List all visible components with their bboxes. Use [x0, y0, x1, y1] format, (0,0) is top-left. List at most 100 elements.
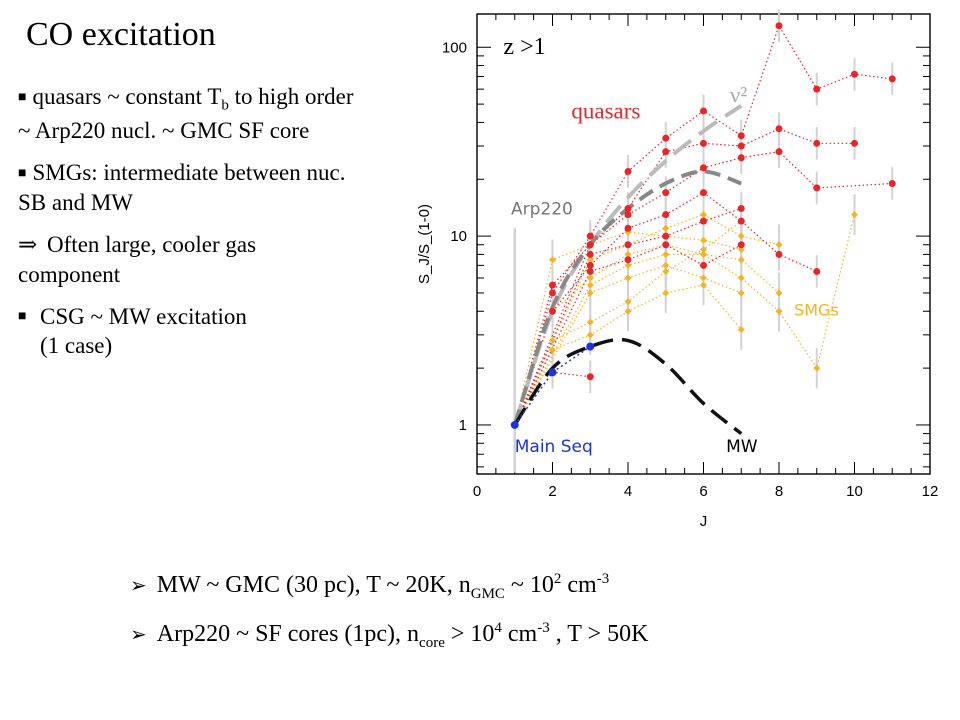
- smg-point: [586, 281, 594, 289]
- nu-squared-label: ν²: [730, 82, 747, 107]
- note-arp220-sup1: 4: [494, 619, 502, 636]
- quasar-point: [549, 289, 556, 297]
- main-seq-line: [514, 345, 591, 426]
- quasar-point: [737, 205, 745, 213]
- smg-point: [700, 274, 707, 282]
- quasar-point: [624, 211, 632, 219]
- note-arp220-post: , T > 50K: [549, 620, 649, 647]
- square-bullet-icon: ■: [18, 308, 27, 324]
- smgs-label: SMGs: [794, 300, 839, 319]
- smg-point: [700, 245, 707, 253]
- bullet-quasars-sub: b: [221, 97, 229, 114]
- note-mw-mid: ~ 10: [504, 572, 554, 598]
- quasar-point: [700, 189, 707, 197]
- smg-point: [775, 307, 783, 315]
- main-seq-point: [586, 342, 595, 351]
- quasar-point: [775, 250, 783, 258]
- quasar-series-line: [514, 244, 742, 426]
- quasar-point: [586, 232, 594, 240]
- note-arp220-mid2: cm: [501, 620, 538, 647]
- smg-point: [700, 281, 707, 289]
- quasars-label: quasars: [571, 98, 640, 123]
- quasar-point: [662, 189, 670, 197]
- note-mw-sup2: -3: [596, 571, 610, 587]
- bullet-implication-text: Often large, cooler gas component: [18, 231, 257, 287]
- smg-point: [662, 250, 670, 258]
- quasar-point: [624, 256, 632, 264]
- y-axis-label: S_J/S_(1-0): [416, 204, 433, 284]
- smg-point: [737, 326, 745, 334]
- x-tick-label: 2: [548, 483, 556, 500]
- bullet-csg-line2: (1 case): [40, 333, 113, 359]
- main-seq-point: [548, 368, 557, 377]
- note-arp220: ➢ Arp220 ~ SF cores (1pc), ncore > 104 cm…: [130, 619, 648, 652]
- y-tick-label: 1: [459, 417, 467, 434]
- smg-point: [737, 274, 745, 282]
- smg-point: [662, 267, 670, 275]
- smg-point: [624, 250, 632, 258]
- quasar-point: [624, 224, 632, 232]
- square-bullet-icon: ■: [18, 90, 27, 105]
- bullet-quasars: ■ quasars ~ constant Tb to high order ~ A…: [18, 82, 363, 146]
- note-mw-mid2: cm: [561, 572, 597, 598]
- arrowhead-bullet-icon: ➢: [130, 623, 147, 646]
- smg-point: [813, 364, 821, 372]
- quasar-point: [662, 241, 670, 249]
- quasar-point: [586, 373, 594, 381]
- quasar-point: [700, 164, 707, 172]
- quasar-point: [737, 241, 745, 249]
- smg-point: [737, 289, 745, 297]
- mw-label: MW: [726, 437, 758, 457]
- implies-arrow-icon: ⇒: [18, 231, 38, 257]
- quasar-point: [586, 250, 594, 258]
- quasar-point: [775, 125, 783, 133]
- bottom-notes: ➢ MW ~ GMC (30 pc), T ~ 20K, nGMC ~ 102 c…: [130, 570, 648, 668]
- x-axis-label: J: [700, 513, 708, 530]
- quasar-point: [549, 307, 556, 315]
- bullet-csg-line1: CSG ~ MW excitation: [40, 303, 247, 329]
- smg-point: [662, 261, 670, 269]
- quasar-point: [549, 281, 556, 289]
- smg-series-line: [514, 264, 742, 426]
- note-arp220-pre: Arp220 ~ SF cores (1pc), n: [156, 620, 420, 647]
- smg-point: [549, 337, 556, 345]
- arp220-curve: [512, 169, 742, 426]
- smg-point: [851, 211, 858, 219]
- smg-point: [586, 289, 594, 297]
- square-bullet-icon: ■: [18, 165, 27, 181]
- note-arp220-sup2: -3: [537, 619, 550, 636]
- bullet-list: ■ quasars ~ constant Tb to high order ~ A…: [18, 82, 363, 373]
- smg-point: [737, 232, 745, 240]
- quasar-point: [851, 70, 858, 78]
- smg-series-line: [514, 244, 780, 426]
- smg-point: [586, 256, 594, 264]
- x-tick-label: 10: [846, 483, 863, 500]
- quasar-point: [813, 85, 821, 93]
- quasar-point: [888, 179, 896, 187]
- smg-point: [775, 241, 783, 249]
- arrowhead-bullet-icon: ➢: [130, 575, 147, 597]
- note-mw-sub: GMC: [470, 585, 505, 602]
- bullet-quasars-text-pre: quasars ~ constant T: [32, 84, 222, 109]
- quasar-point: [624, 167, 632, 175]
- quasar-point: [700, 139, 707, 147]
- y-tick-label: 10: [450, 228, 467, 245]
- quasar-point: [813, 184, 821, 192]
- co-excitation-chart: 0 2 4 6 8 10 12 1 10 100 J S_J/S_(1-0) z >1 quasars ν²…: [416, 9, 938, 530]
- quasar-series-line: [552, 371, 591, 378]
- quasar-point: [813, 267, 821, 275]
- smg-point: [662, 224, 670, 232]
- smg-point: [700, 211, 707, 219]
- bullet-csg: ■ CSG ~ MW excitation (1 case): [18, 302, 363, 362]
- x-tick-label: 4: [624, 483, 632, 500]
- smg-point: [624, 298, 632, 306]
- x-tick-label: 6: [699, 483, 707, 500]
- smg-point: [549, 346, 556, 354]
- quasar-point: [737, 132, 745, 140]
- x-tick-label: 8: [775, 483, 783, 500]
- note-mw: ➢ MW ~ GMC (30 pc), T ~ 20K, nGMC ~ 102 c…: [130, 570, 648, 603]
- smg-point: [586, 331, 594, 339]
- bullet-quasars-text-post: to high order ~ Arp220 nucl. ~ GMC SF co…: [18, 84, 354, 144]
- note-mw-sup1: 2: [553, 571, 562, 587]
- smg-series-line: [514, 214, 856, 426]
